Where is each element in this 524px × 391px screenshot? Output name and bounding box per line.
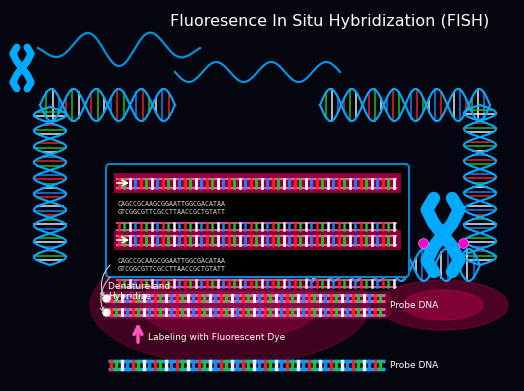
FancyArrowPatch shape <box>100 265 110 296</box>
Text: Labeling with Fluorescent Dye: Labeling with Fluorescent Dye <box>148 334 285 343</box>
FancyArrowPatch shape <box>100 277 110 311</box>
Text: CAGCCGCAAGCGGAATTGGCGACATAA: CAGCCGCAAGCGGAATTGGCGACATAA <box>118 201 226 207</box>
Text: Probe DNA: Probe DNA <box>390 361 438 369</box>
Text: Probe DNA: Probe DNA <box>390 301 438 310</box>
Ellipse shape <box>90 245 370 365</box>
Bar <box>114 230 401 250</box>
Ellipse shape <box>403 290 483 320</box>
Bar <box>114 173 401 193</box>
Text: CAGCCGCAAGCGGAATTGGCGACATAA: CAGCCGCAAGCGGAATTGGCGACATAA <box>118 258 226 264</box>
Text: Fluoresence In Situ Hybridization (FISH): Fluoresence In Situ Hybridization (FISH) <box>170 14 489 29</box>
Text: GTCGGCGTTCGCCTTAACCGCTGTATT: GTCGGCGTTCGCCTTAACCGCTGTATT <box>118 266 226 272</box>
Ellipse shape <box>140 270 320 340</box>
Text: GTCGGCGTTCGCCTTAACCGCTGTATT: GTCGGCGTTCGCCTTAACCGCTGTATT <box>118 209 226 215</box>
FancyBboxPatch shape <box>106 164 409 277</box>
Ellipse shape <box>378 280 508 330</box>
Text: Denature and
Hybridize: Denature and Hybridize <box>108 282 170 301</box>
